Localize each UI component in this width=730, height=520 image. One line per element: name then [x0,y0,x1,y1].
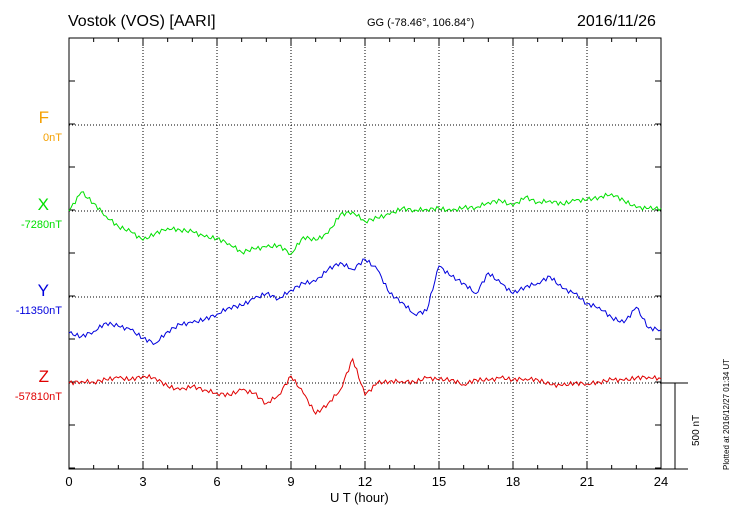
component-label-f: F [38,108,49,127]
baseline-y: -11350nT [15,305,62,317]
plot-date: 2016/11/26 [577,13,656,30]
x-tick-label: 24 [654,474,668,489]
component-label-y: Y [37,281,49,300]
series-line-z [68,357,662,415]
component-label-x: X [37,195,49,214]
series-line-x [68,191,662,256]
baseline-f: 0nT [43,132,62,144]
geo-coordinates: GG (-78.46°, 106.84°) [367,17,475,29]
x-tick-label: 3 [139,474,146,489]
x-axis-label: U T (hour) [330,490,389,505]
plotted-timestamp: Plotted at 2016/12/27 01:34 UT [722,358,730,470]
scale-bar-label: 500 nT [691,414,702,446]
component-label-z: Z [38,367,49,386]
x-tick-label: 9 [287,474,294,489]
series-line-y [68,258,662,346]
x-tick-label: 6 [213,474,220,489]
x-tick-label: 15 [432,474,446,489]
station-title: Vostok (VOS) [AARI] [68,13,216,30]
x-tick-label: 18 [506,474,520,489]
baseline-x: -7280nT [21,219,62,231]
x-tick-label: 21 [580,474,594,489]
x-tick-label: 12 [358,474,372,489]
x-tick-label: 0 [65,474,72,489]
baseline-z: -57810nT [14,391,62,403]
